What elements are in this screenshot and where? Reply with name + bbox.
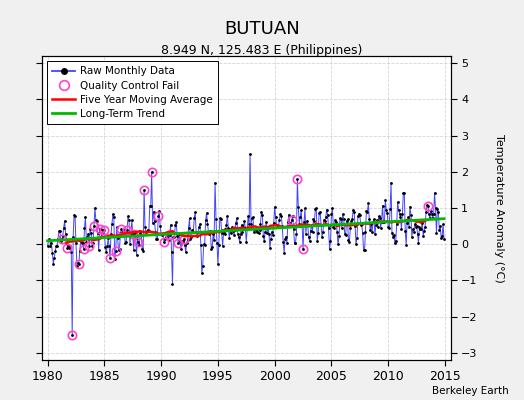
Y-axis label: Temperature Anomaly (°C): Temperature Anomaly (°C) bbox=[494, 134, 504, 282]
Text: BUTUAN: BUTUAN bbox=[224, 20, 300, 38]
Text: Berkeley Earth: Berkeley Earth bbox=[432, 386, 508, 396]
Legend: Raw Monthly Data, Quality Control Fail, Five Year Moving Average, Long-Term Tren: Raw Monthly Data, Quality Control Fail, … bbox=[47, 61, 219, 124]
Text: 8.949 N, 125.483 E (Philippines): 8.949 N, 125.483 E (Philippines) bbox=[161, 44, 363, 57]
